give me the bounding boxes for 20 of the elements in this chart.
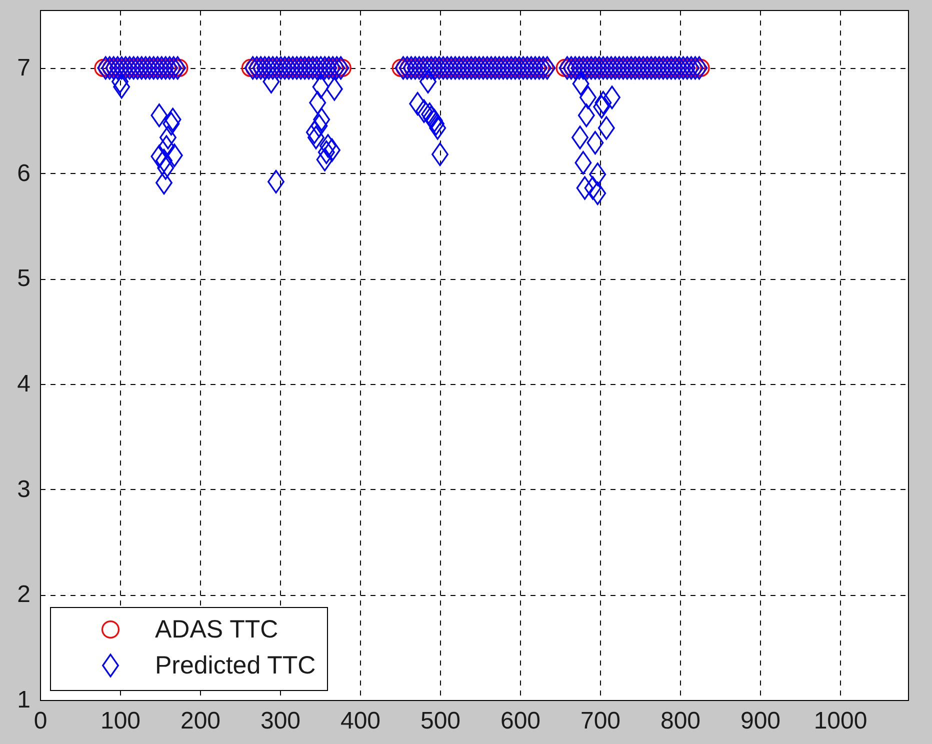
x-tick-label: 900: [740, 708, 781, 734]
y-tick-label: 6: [17, 160, 30, 187]
x-tick-label: 0: [34, 708, 48, 734]
x-tick-label: 700: [580, 708, 621, 734]
x-tick-label: 1000: [814, 708, 868, 734]
x-tick-label: 500: [420, 708, 461, 734]
legend-label: Predicted TTC: [155, 652, 316, 680]
legend-label: ADAS TTC: [155, 616, 278, 644]
x-tick-label: 800: [660, 708, 701, 734]
y-tick-label: 3: [17, 476, 30, 503]
y-tick-label: 2: [17, 581, 30, 608]
y-tick-label: 7: [17, 54, 30, 82]
y-tick-label: 4: [17, 370, 30, 398]
x-tick-label: 300: [260, 708, 301, 734]
x-tick-label: 100: [100, 708, 141, 734]
y-tick-label: 5: [17, 265, 30, 292]
x-tick-label: 200: [180, 708, 221, 734]
x-tick-label: 600: [500, 708, 541, 734]
x-tick-label: 400: [340, 708, 381, 734]
y-tick-label: 1: [17, 686, 30, 714]
